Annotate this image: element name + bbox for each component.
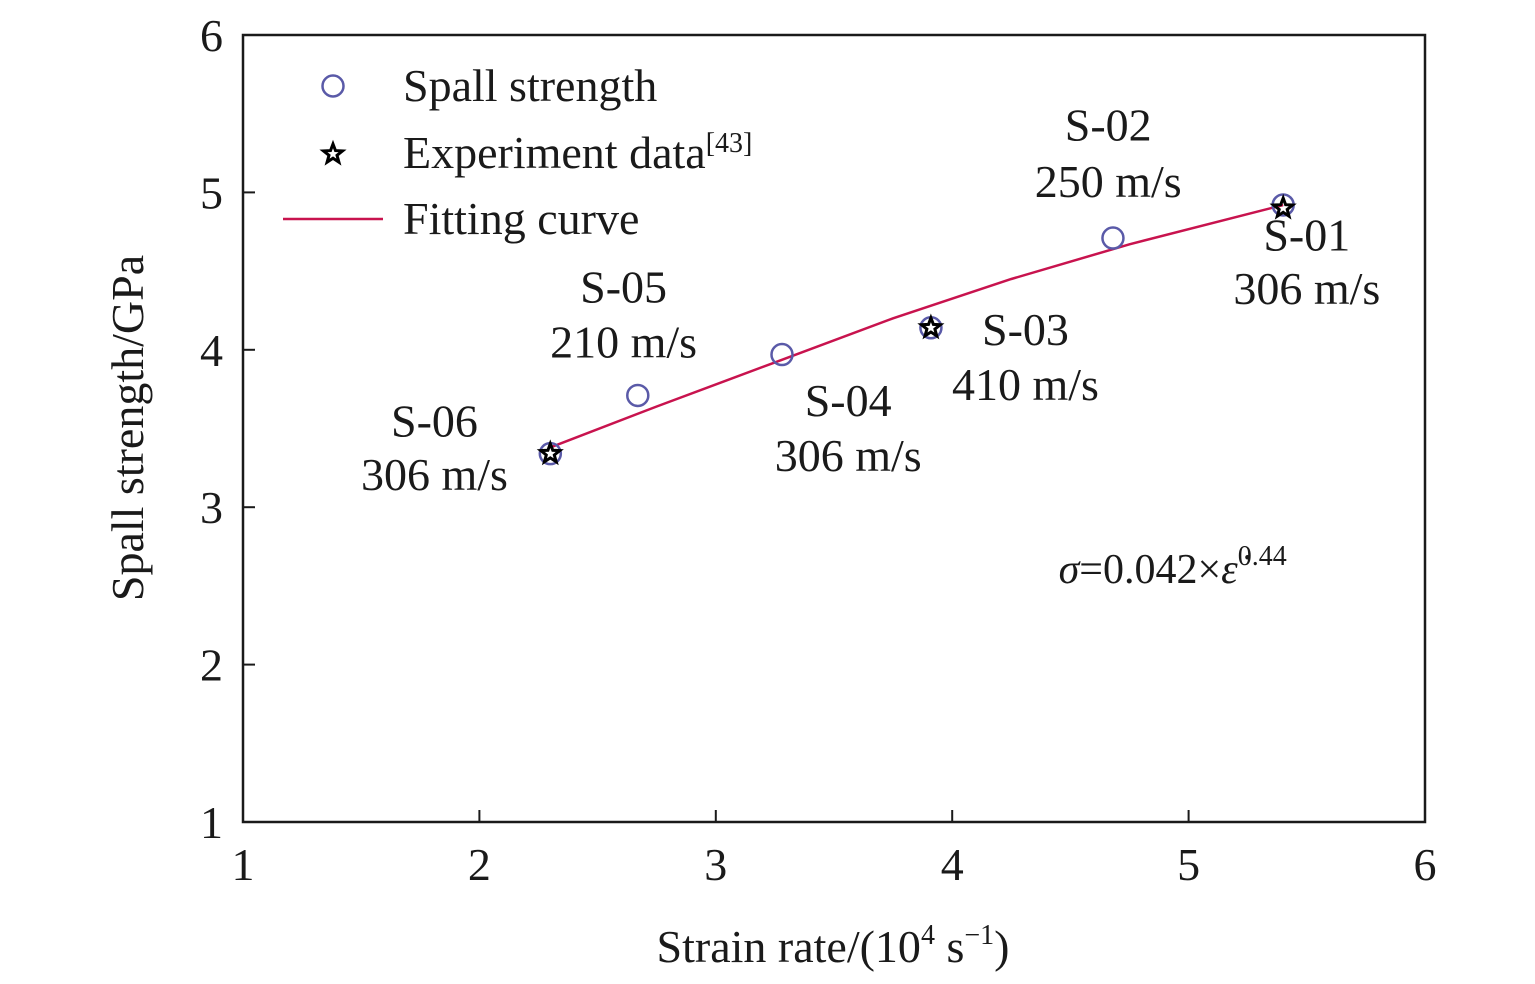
x-title-main: Strain rate/(10 [657,921,921,972]
y-tick-label: 6 [200,10,223,61]
annotation-s-05-id: S-05 [580,262,667,313]
annotation-s-04-id: S-04 [805,375,892,426]
formula-body: =0.042× [1079,547,1221,593]
legend-label-fitting-curve: Fitting curve [403,193,639,244]
legend: Spall strength Experiment data[43] Fitti… [283,60,752,244]
spall-strength-point [770,342,794,367]
y-tick-label: 2 [200,640,223,691]
annotation-s-03-velocity: 410 m/s [952,359,1099,410]
legend-circle-marker [321,74,345,98]
annotation-s-06-velocity: 306 m/s [361,449,508,500]
x-axis-title: Strain rate/(104 s−1) [657,920,1010,972]
y-tick-label: 5 [200,167,223,218]
annotation-s-01-id: S-01 [1263,210,1350,261]
x-tick-label: 6 [1414,839,1437,890]
experiment-data-point [536,439,564,466]
x-tick-label: 5 [1177,839,1200,890]
legend-star-marker [319,139,347,166]
legend-experiment-text: Experiment data [403,127,706,178]
formula-sigma: σ [1059,547,1082,593]
x-title-unit: s [935,921,964,972]
y-axis-title: Spall strength/GPa [102,255,153,601]
plot-area-frame [241,33,1427,824]
experiment-data-point [1269,193,1297,220]
formula-exponent: 0.44 [1238,541,1287,572]
x-title-sup-inverse: −1 [964,920,994,951]
spall-strength-point [626,383,650,408]
legend-label-spall-strength: Spall strength [403,60,657,111]
y-tick-label: 4 [200,325,223,376]
x-tick-label: 2 [468,839,491,890]
annotation-s-05-velocity: 210 m/s [550,317,697,368]
y-tick-label: 1 [200,797,223,848]
annotation-s-06-id: S-06 [391,395,478,446]
x-tick-label: 4 [941,839,964,890]
x-title-close: ) [994,921,1009,972]
fit-formula: σ=0.042×ε̇0.44 [1059,541,1287,593]
annotation-s-03-id: S-03 [982,304,1069,355]
legend-experiment-ref: [43] [706,128,753,159]
x-tick-label: 3 [704,839,727,890]
annotation-s-02-id: S-02 [1065,99,1152,150]
experiment-data-point [917,313,945,340]
x-title-sup-power: 4 [921,920,935,951]
fitting-curve-layer [549,203,1284,449]
annotation-s-02-velocity: 250 m/s [1035,156,1182,207]
fitting-curve-line [549,203,1284,449]
spall-strength-point [1101,226,1125,250]
annotation-s-01-velocity: 306 m/s [1233,263,1380,314]
y-tick-label: 3 [200,482,223,533]
axis-ticks: 1 2 3 4 5 6 1 2 3 4 5 6 [200,10,1437,890]
x-tick-label: 1 [232,839,255,890]
annotation-s-04-velocity: 306 m/s [775,430,922,481]
experiment-data-series [536,193,1297,466]
legend-label-experiment-data: Experiment data[43] [403,127,752,178]
